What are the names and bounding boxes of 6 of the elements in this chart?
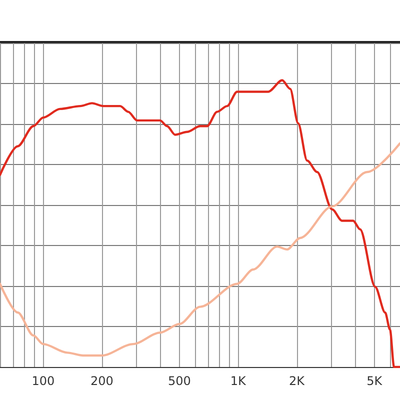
x-tick-label: 1K xyxy=(230,374,248,388)
x-tick-label: 2K xyxy=(289,374,306,388)
x-tick-label: 200 xyxy=(90,374,114,388)
x-tick-label: 500 xyxy=(168,374,191,388)
x-tick-label: 100 xyxy=(32,374,55,388)
x-tick-label: 5K xyxy=(366,374,384,388)
